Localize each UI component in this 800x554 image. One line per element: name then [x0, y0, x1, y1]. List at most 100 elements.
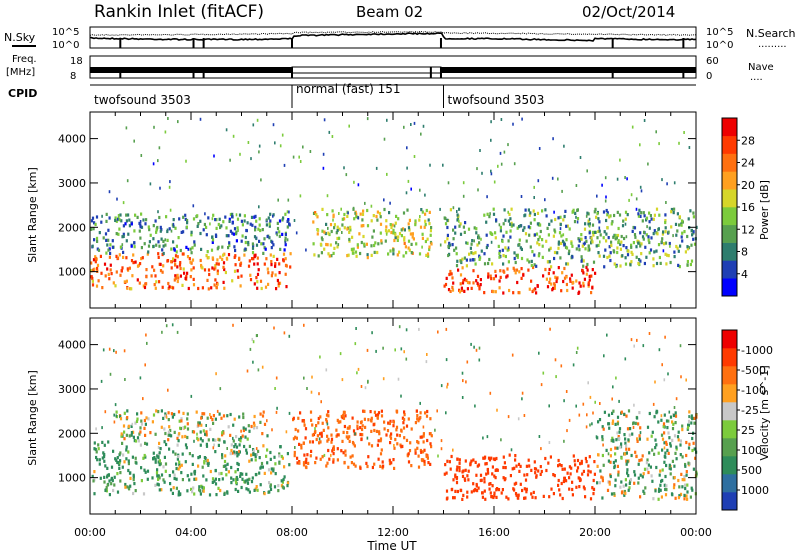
heatmap-cell	[461, 371, 464, 375]
heatmap-cell	[364, 425, 367, 429]
heatmap-cell	[549, 246, 552, 250]
heatmap-cell	[322, 166, 325, 170]
heatmap-cell	[277, 484, 280, 488]
heatmap-cell	[133, 439, 136, 443]
heatmap-cell	[493, 457, 497, 462]
heatmap-cell	[539, 223, 542, 227]
heatmap-cell	[236, 454, 239, 458]
heatmap-cell	[635, 207, 638, 211]
heatmap-cell	[479, 283, 482, 287]
heatmap-cell	[269, 450, 272, 455]
heatmap-cell	[145, 275, 148, 279]
heatmap-cell	[661, 448, 664, 452]
heatmap-cell	[466, 490, 469, 494]
heatmap-cell	[576, 208, 579, 212]
heatmap-cell	[659, 469, 662, 473]
heatmap-cell	[256, 286, 259, 290]
heatmap-cell	[159, 229, 162, 233]
heatmap-cell	[321, 455, 324, 459]
heatmap-cell	[374, 413, 378, 417]
heatmap-cell	[223, 286, 226, 290]
heatmap-cell	[250, 453, 253, 457]
heatmap-cell	[154, 483, 157, 487]
heatmap-cell	[326, 213, 329, 217]
heatmap-cell	[276, 226, 280, 231]
heatmap-cell	[499, 275, 502, 279]
heatmap-cell	[341, 217, 344, 221]
heatmap-cell	[572, 280, 575, 285]
heatmap-cell	[400, 228, 403, 232]
heatmap-cell	[100, 271, 103, 275]
heatmap-cell	[246, 478, 249, 482]
heatmap-cell	[671, 438, 674, 442]
heatmap-cell	[248, 490, 251, 494]
heatmap-cell	[181, 452, 184, 456]
heatmap-cell	[508, 453, 511, 457]
heatmap-cell	[108, 347, 111, 351]
heatmap-cell	[221, 431, 224, 435]
heatmap-cell	[204, 212, 206, 216]
heatmap-cell	[101, 456, 104, 460]
heatmap-cell	[359, 466, 362, 470]
heatmap-cell	[405, 357, 408, 361]
heatmap-cell	[598, 481, 601, 485]
heatmap-cell	[377, 457, 380, 461]
heatmap-cell	[571, 255, 574, 259]
heatmap-cell	[106, 267, 109, 271]
heatmap-cell	[350, 247, 353, 251]
heatmap-cell	[259, 466, 262, 470]
heatmap-cell	[376, 416, 379, 420]
heatmap-cell	[379, 215, 382, 219]
heatmap-cell	[211, 480, 214, 484]
heatmap-cell	[523, 214, 526, 218]
heatmap-cell	[461, 396, 464, 399]
heatmap-cell	[545, 239, 548, 243]
heatmap-cell	[479, 278, 482, 282]
heatmap-cell	[584, 236, 587, 240]
x-tick-labels: 00:00 04:00 08:00 12:00 16:00 20:00 00:00	[74, 526, 712, 539]
heatmap-cell	[578, 290, 581, 294]
heatmap-cell	[359, 212, 362, 216]
heatmap-cell	[110, 465, 114, 469]
heatmap-cell	[663, 460, 666, 464]
heatmap-cell	[229, 452, 232, 456]
heatmap-cell	[231, 279, 234, 283]
heatmap-cell	[665, 463, 668, 468]
heatmap-cell	[206, 250, 209, 254]
heatmap-cell	[664, 335, 666, 339]
heatmap-cell	[107, 228, 110, 232]
heatmap-cell	[213, 479, 216, 483]
heatmap-cell	[450, 272, 453, 276]
heatmap-cell	[207, 216, 210, 220]
heatmap-cell	[172, 222, 175, 226]
heatmap-cell	[359, 426, 362, 430]
heatmap-cell	[228, 217, 231, 221]
heatmap-cell	[616, 177, 619, 181]
heatmap-cell	[630, 453, 633, 458]
heatmap-cell	[664, 230, 667, 234]
heatmap-cell	[152, 237, 155, 241]
heatmap-cell	[673, 434, 677, 438]
heatmap-cell	[623, 412, 626, 416]
heatmap-cell	[685, 470, 688, 474]
heatmap-cell	[631, 252, 634, 256]
heatmap-cell	[559, 215, 562, 219]
heatmap-cell	[512, 291, 515, 295]
heatmap-cell	[273, 326, 275, 330]
heatmap-cell	[553, 250, 557, 255]
heatmap-cell	[513, 251, 516, 255]
heatmap-cell	[154, 460, 157, 464]
heatmap-cell	[426, 409, 429, 414]
heatmap-cell	[546, 260, 549, 264]
heatmap-cell	[235, 480, 238, 484]
heatmap-cell	[490, 169, 492, 173]
heatmap-cell	[239, 261, 243, 265]
heatmap-cell	[636, 439, 639, 443]
heatmap-cell	[643, 230, 646, 234]
heatmap-cell	[255, 334, 258, 338]
heatmap-cell	[117, 214, 120, 217]
heatmap-cell	[145, 282, 148, 286]
heatmap-cell	[444, 240, 447, 244]
heatmap-cell	[606, 488, 610, 492]
heatmap-cell	[684, 250, 687, 254]
